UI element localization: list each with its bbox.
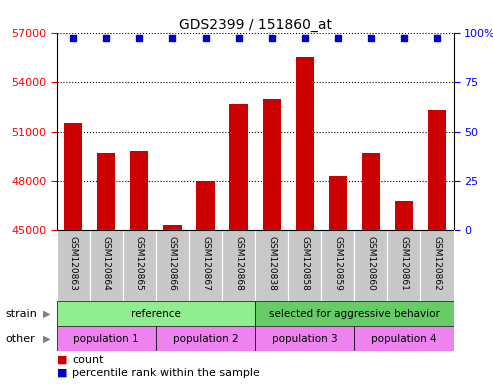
Bar <box>255 301 454 326</box>
Text: selected for aggressive behavior: selected for aggressive behavior <box>269 309 440 319</box>
Text: GSM120862: GSM120862 <box>432 236 442 291</box>
Bar <box>97 153 115 230</box>
Bar <box>296 57 314 230</box>
Text: reference: reference <box>131 309 181 319</box>
Bar <box>57 301 255 326</box>
Text: count: count <box>72 355 104 365</box>
Text: GSM120859: GSM120859 <box>333 236 342 291</box>
Text: GSM120868: GSM120868 <box>234 236 243 291</box>
Text: percentile rank within the sample: percentile rank within the sample <box>72 368 260 378</box>
Bar <box>255 326 354 351</box>
Bar <box>64 123 82 230</box>
Bar <box>387 230 421 301</box>
Bar <box>288 230 321 301</box>
Text: population 3: population 3 <box>272 334 338 344</box>
Bar <box>130 151 148 230</box>
Text: other: other <box>5 334 35 344</box>
Text: ■: ■ <box>57 368 67 378</box>
Text: strain: strain <box>5 309 37 319</box>
Title: GDS2399 / 151860_at: GDS2399 / 151860_at <box>178 18 332 31</box>
Text: GSM120860: GSM120860 <box>366 236 375 291</box>
Bar <box>329 176 347 230</box>
Bar <box>255 230 288 301</box>
Text: GSM120864: GSM120864 <box>102 236 111 291</box>
Bar <box>321 230 354 301</box>
Bar <box>57 230 90 301</box>
Bar <box>196 181 214 230</box>
Bar <box>421 230 454 301</box>
Bar <box>222 230 255 301</box>
Text: GSM120861: GSM120861 <box>399 236 409 291</box>
Bar <box>90 230 123 301</box>
Bar <box>189 230 222 301</box>
Text: GSM120867: GSM120867 <box>201 236 210 291</box>
Bar <box>428 110 446 230</box>
Text: population 2: population 2 <box>173 334 238 344</box>
Bar <box>230 104 247 230</box>
Text: ▶: ▶ <box>43 309 51 319</box>
Bar <box>354 230 387 301</box>
Bar <box>362 153 380 230</box>
Bar <box>263 99 281 230</box>
Text: population 1: population 1 <box>73 334 139 344</box>
Text: GSM120866: GSM120866 <box>168 236 177 291</box>
Text: GSM120863: GSM120863 <box>69 236 78 291</box>
Text: ■: ■ <box>57 355 67 365</box>
Text: population 4: population 4 <box>371 334 437 344</box>
Bar <box>156 326 255 351</box>
Bar <box>163 225 181 230</box>
Text: GSM120865: GSM120865 <box>135 236 144 291</box>
Bar <box>156 230 189 301</box>
Text: ▶: ▶ <box>43 334 51 344</box>
Bar <box>395 201 413 230</box>
Bar <box>123 230 156 301</box>
Text: GSM120838: GSM120838 <box>267 236 276 291</box>
Bar <box>354 326 454 351</box>
Text: GSM120858: GSM120858 <box>300 236 309 291</box>
Bar <box>57 326 156 351</box>
